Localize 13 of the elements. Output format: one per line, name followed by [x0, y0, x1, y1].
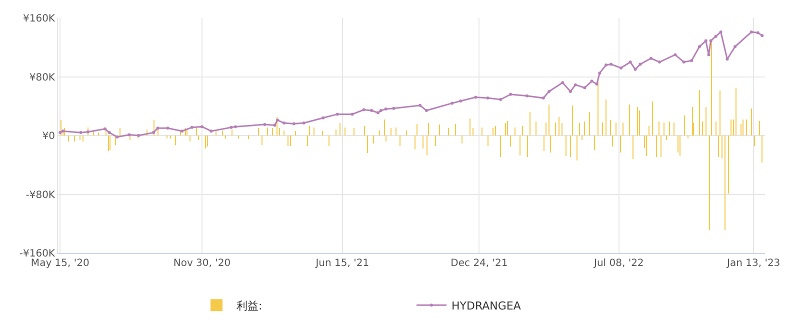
x-tick-label: Jun 15, '21: [314, 258, 370, 269]
y-tick-label: ¥80K: [29, 72, 56, 84]
y-tick-label: ¥160K: [22, 14, 56, 24]
legend-label: HYDRANGEA: [452, 299, 522, 312]
x-tick-label: Nov 30, '20: [173, 258, 231, 269]
y-tick-label: ¥0: [42, 131, 55, 142]
x-tick-label: Jul 08, '22: [592, 258, 644, 269]
legend-label: 利益:: [236, 299, 262, 312]
y-tick-label: -¥160K: [19, 248, 56, 260]
x-tick-label: Dec 24, '21: [450, 258, 508, 269]
y-tick-label: -¥80K: [26, 190, 56, 201]
x-tick-label: Jan 13, '23: [726, 258, 780, 269]
x-tick-label: May 15, '20: [30, 258, 90, 269]
